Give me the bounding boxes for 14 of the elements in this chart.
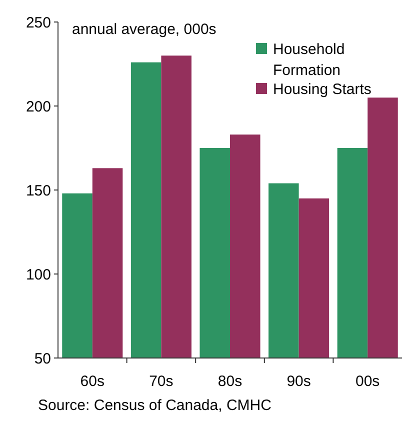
source-note: Source: Census of Canada, CMHC (38, 397, 272, 414)
y-tick-label: 50 (34, 350, 51, 368)
x-tick-label: 60s (80, 373, 104, 390)
legend-label: Household Formation (273, 41, 345, 79)
x-tick-label: 90s (286, 373, 311, 390)
y-axis-title: annual average, 000s (72, 21, 216, 38)
y-tick-label: 100 (26, 266, 51, 284)
x-tick-label: 70s (149, 373, 174, 390)
y-tick-label: 200 (26, 98, 51, 116)
legend-label: Housing Starts (273, 81, 372, 98)
y-tick-label: 150 (26, 182, 51, 200)
y-tick-label: 250 (26, 14, 51, 32)
x-tick-label: 00s (356, 373, 380, 390)
x-tick-label: 80s (218, 373, 242, 390)
